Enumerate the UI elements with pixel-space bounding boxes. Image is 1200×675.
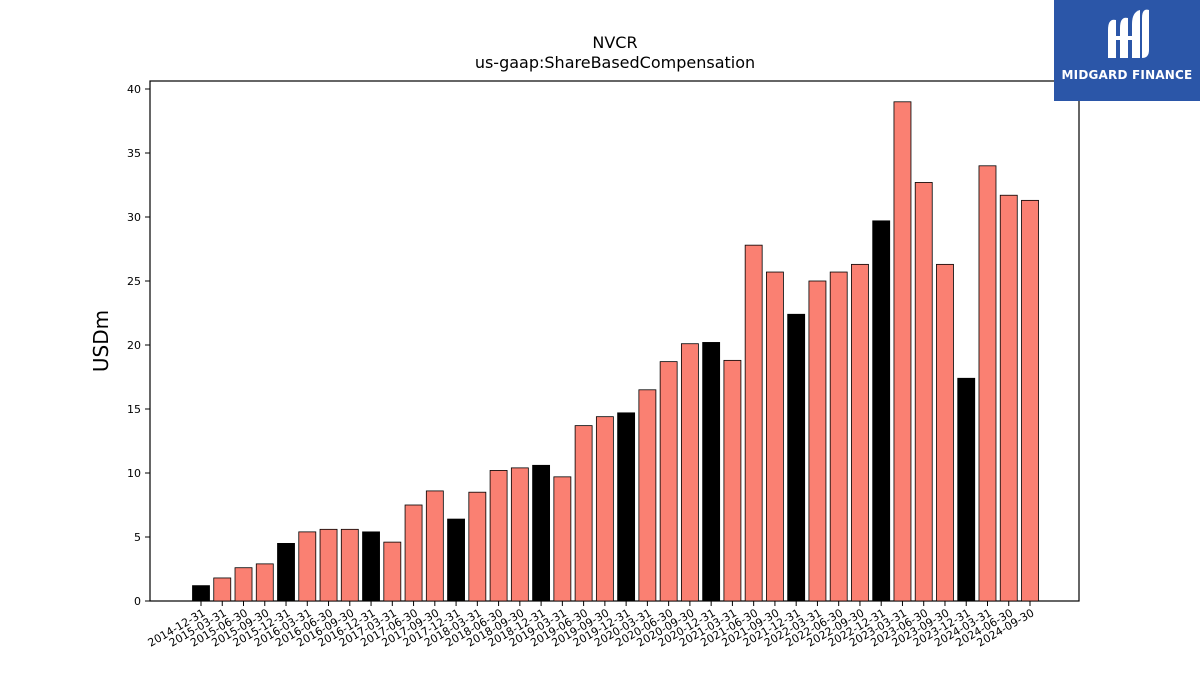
bar-2017-06-30 bbox=[404, 504, 423, 602]
bar-2014-12-31 bbox=[192, 585, 210, 602]
bar-2023-03-31 bbox=[893, 101, 912, 602]
bar-2018-03-31 bbox=[468, 491, 487, 602]
bar-2022-03-31 bbox=[808, 280, 827, 602]
bar-2018-09-30 bbox=[510, 467, 529, 602]
bar-2019-09-30 bbox=[595, 416, 614, 602]
bar-2022-12-31 bbox=[872, 220, 891, 602]
y-tick-label: 15 bbox=[127, 403, 141, 416]
bar-2021-12-31 bbox=[787, 313, 806, 602]
y-tick-label: 25 bbox=[127, 275, 141, 288]
midgard-logo-icon bbox=[1108, 9, 1149, 58]
y-tick-label: 10 bbox=[127, 467, 141, 480]
bar-2021-09-30 bbox=[766, 271, 784, 602]
bar-2018-06-30 bbox=[489, 470, 508, 602]
midgard-finance-logo: MIDGARD FINANCE bbox=[1054, 0, 1200, 101]
bar-2016-03-31 bbox=[298, 531, 317, 602]
bar-2023-12-31 bbox=[957, 377, 976, 602]
bar-2020-12-31 bbox=[702, 342, 721, 602]
bar-2024-06-30 bbox=[999, 194, 1018, 602]
bar-2016-06-30 bbox=[319, 528, 338, 602]
bar-2021-03-31 bbox=[723, 359, 742, 602]
bar-2020-06-30 bbox=[659, 361, 678, 602]
bar-2020-03-31 bbox=[638, 389, 657, 602]
bar-2023-06-30 bbox=[914, 182, 933, 602]
bar-2016-09-30 bbox=[340, 528, 359, 602]
bar-2020-09-30 bbox=[680, 343, 699, 602]
bar-2019-12-31 bbox=[617, 412, 636, 602]
y-tick-label: 20 bbox=[127, 339, 141, 352]
bar-2015-12-31 bbox=[277, 543, 295, 602]
logo-text: MIDGARD FINANCE bbox=[1061, 68, 1193, 82]
chart-title: NVCR bbox=[592, 33, 637, 52]
bar-2015-03-31 bbox=[213, 577, 232, 602]
bar-2017-12-31 bbox=[447, 518, 465, 602]
y-axis-ticks: 0 5 10 15 20 25 30 35 40 bbox=[127, 83, 150, 608]
bar-2024-09-30 bbox=[1021, 199, 1039, 602]
bar-2019-06-30 bbox=[574, 425, 593, 602]
bar-2021-06-30 bbox=[744, 244, 763, 602]
y-tick-label: 0 bbox=[134, 595, 141, 608]
bar-2016-12-31 bbox=[362, 531, 380, 602]
chart-subtitle: us-gaap:ShareBasedCompensation bbox=[475, 53, 755, 72]
bar-2017-03-31 bbox=[383, 541, 402, 602]
bar-2018-12-31 bbox=[532, 464, 551, 602]
bar-2023-09-30 bbox=[936, 263, 954, 602]
bars-group bbox=[192, 101, 1039, 602]
plot-area-frame bbox=[149, 80, 1080, 602]
y-tick-label: 35 bbox=[127, 147, 141, 160]
y-axis-label: USDm bbox=[89, 310, 113, 372]
y-tick-label: 40 bbox=[127, 83, 141, 96]
x-axis-ticks: 2014-12-312015-03-312015-06-302015-09-30… bbox=[146, 601, 1037, 650]
y-tick-label: 5 bbox=[134, 531, 141, 544]
bar-2022-09-30 bbox=[851, 263, 869, 602]
bar-2019-03-31 bbox=[553, 476, 572, 602]
y-tick-label: 30 bbox=[127, 211, 141, 224]
bar-2017-09-30 bbox=[425, 490, 444, 602]
bar-2015-09-30 bbox=[255, 563, 274, 602]
bar-2024-03-31 bbox=[978, 165, 997, 602]
bar-2015-06-30 bbox=[234, 567, 253, 602]
bar-2022-06-30 bbox=[829, 271, 848, 602]
